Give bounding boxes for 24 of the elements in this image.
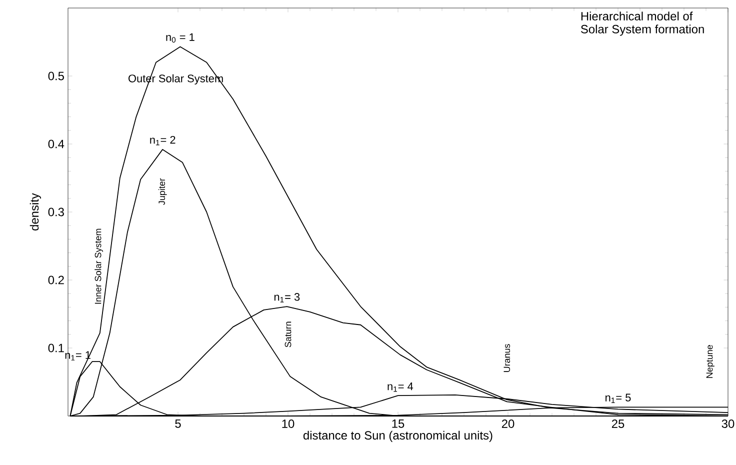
y-tick-label: 0.5 [48,72,64,80]
y-tick-label: 0.4 [48,140,64,148]
series-label: n$_{0}$ = 1 [166,33,194,43]
series-label: n$_{1}$= 4 [388,382,414,392]
x-tick-label: 30 [722,420,734,428]
y-axis-title: density [30,193,42,230]
x-tick-label: 25 [612,420,624,428]
annotation: Uranus [504,344,510,372]
series-label: n$_{1}$= 3 [274,293,300,302]
series-label: n$_{1}$= 5 [606,394,631,403]
annotation: Inner Solar System [94,228,103,304]
y-tick-label: 0.1 [48,344,64,352]
x-tick-label: 20 [502,420,514,428]
x-tick-label: 15 [392,420,404,428]
x-tick-label: 5 [175,420,181,428]
annotation: Saturn [284,322,292,348]
annotation: Jupiter [158,178,167,205]
x-tick-label: 10 [282,420,294,428]
y-tick-label: 0.3 [48,208,64,216]
text: Hierarchical model of Solar System formation [580,12,704,36]
x-axis-title: distance to Sun (astronomical units) [303,430,492,442]
y-tick-label: 0.2 [48,276,64,284]
annotation: Neptune [706,345,714,378]
series-label: n$_{1}$= 2 [150,136,176,146]
